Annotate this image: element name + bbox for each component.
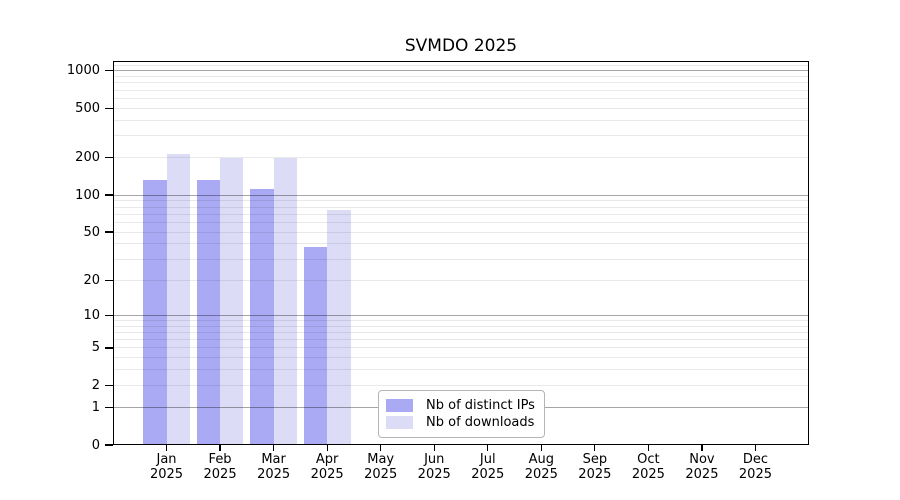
year-line: 2025: [310, 467, 344, 482]
y-tick-label-20: 20: [83, 272, 100, 288]
y-tick-label-50: 50: [83, 224, 100, 240]
x-tick-oct: [647, 445, 649, 451]
legend-swatch-distinct-ips: [386, 399, 413, 412]
x-tick-label-nov: Nov 2025: [672, 452, 732, 482]
month-line: Dec: [742, 452, 769, 467]
x-tick-label-aug: Aug 2025: [511, 452, 571, 482]
y-tick-label-500: 500: [75, 100, 100, 116]
legend-label-distinct-ips: Nb of distinct IPs: [426, 398, 535, 413]
month-line: Apr: [315, 452, 339, 467]
x-tick-jun: [433, 445, 435, 451]
month-line: Jun: [424, 452, 445, 467]
x-tick-jul: [487, 445, 489, 451]
x-tick-label-feb: Feb 2025: [190, 452, 250, 482]
y-tick-label-0: 0: [91, 437, 100, 453]
y-tick-1000: [105, 70, 113, 72]
year-line: 2025: [203, 467, 237, 482]
x-tick-nov: [701, 445, 703, 451]
y-tick-5: [105, 347, 113, 349]
year-line: 2025: [631, 467, 665, 482]
y-tick-200: [105, 157, 113, 159]
year-line: 2025: [149, 467, 184, 482]
x-tick-may: [380, 445, 382, 451]
chart-title: SVMDO 2025: [404, 36, 518, 56]
month-line: Feb: [208, 452, 232, 467]
y-tick-label-1000: 1000: [66, 63, 100, 79]
x-tick-label-apr: Apr 2025: [297, 452, 357, 482]
x-tick-jan: [165, 445, 168, 451]
month-line: Jul: [479, 452, 496, 467]
x-tick-mar: [273, 445, 275, 451]
y-tick-label-5: 5: [91, 340, 100, 356]
y-tick-2: [105, 384, 113, 387]
y-tick-0: [105, 444, 113, 446]
x-tick-label-dec: Dec 2025: [725, 452, 785, 482]
x-tick-label-sep: Sep 2025: [565, 452, 625, 482]
month-line: Aug: [528, 452, 554, 467]
legend: Nb of distinct IPs Nb of downloads: [378, 390, 545, 438]
month-line: Mar: [261, 452, 286, 467]
plot-frame: [113, 61, 809, 445]
year-line: 2025: [685, 467, 719, 482]
x-tick-dec: [754, 445, 757, 451]
year-line: 2025: [417, 467, 451, 482]
x-tick-label-oct: Oct 2025: [618, 452, 678, 482]
x-tick-label-jun: Jun 2025: [404, 452, 464, 482]
y-tick-50: [105, 231, 113, 233]
x-tick-label-jul: Jul 2025: [458, 452, 518, 482]
legend-entry-distinct-ips: Nb of distinct IPs: [386, 397, 535, 414]
y-tick-label-1: 1: [91, 399, 100, 415]
legend-label-downloads: Nb of downloads: [426, 415, 535, 430]
x-tick-aug: [540, 445, 542, 451]
legend-swatch-downloads: [386, 416, 413, 429]
year-line: 2025: [738, 467, 772, 482]
y-tick-10: [105, 314, 113, 316]
x-tick-label-mar: Mar 2025: [244, 452, 304, 482]
y-tick-1: [105, 406, 113, 409]
y-tick-500: [105, 107, 113, 109]
x-tick-sep: [594, 445, 596, 451]
y-tick-label-10: 10: [83, 307, 100, 323]
y-tick-label-2: 2: [91, 378, 100, 393]
y-tick-100: [105, 194, 113, 196]
x-tick-label-jan: Jan 2025: [137, 452, 197, 482]
x-tick-apr: [326, 445, 328, 451]
month-line: Oct: [637, 452, 660, 467]
year-line: 2025: [471, 467, 505, 482]
year-line: 2025: [364, 467, 398, 482]
year-line: 2025: [257, 467, 291, 482]
x-tick-feb: [219, 445, 221, 451]
x-tick-label-may: May 2025: [351, 452, 411, 482]
y-tick-20: [105, 279, 113, 281]
month-line: May: [367, 452, 395, 467]
y-tick-label-200: 200: [75, 150, 100, 166]
legend-entry-downloads: Nb of downloads: [386, 414, 534, 431]
month-line: Jan: [156, 452, 177, 467]
month-line: Nov: [689, 452, 715, 467]
year-line: 2025: [578, 467, 612, 482]
year-line: 2025: [524, 467, 558, 482]
month-line: Sep: [582, 452, 608, 467]
y-tick-label-100: 100: [75, 187, 100, 203]
